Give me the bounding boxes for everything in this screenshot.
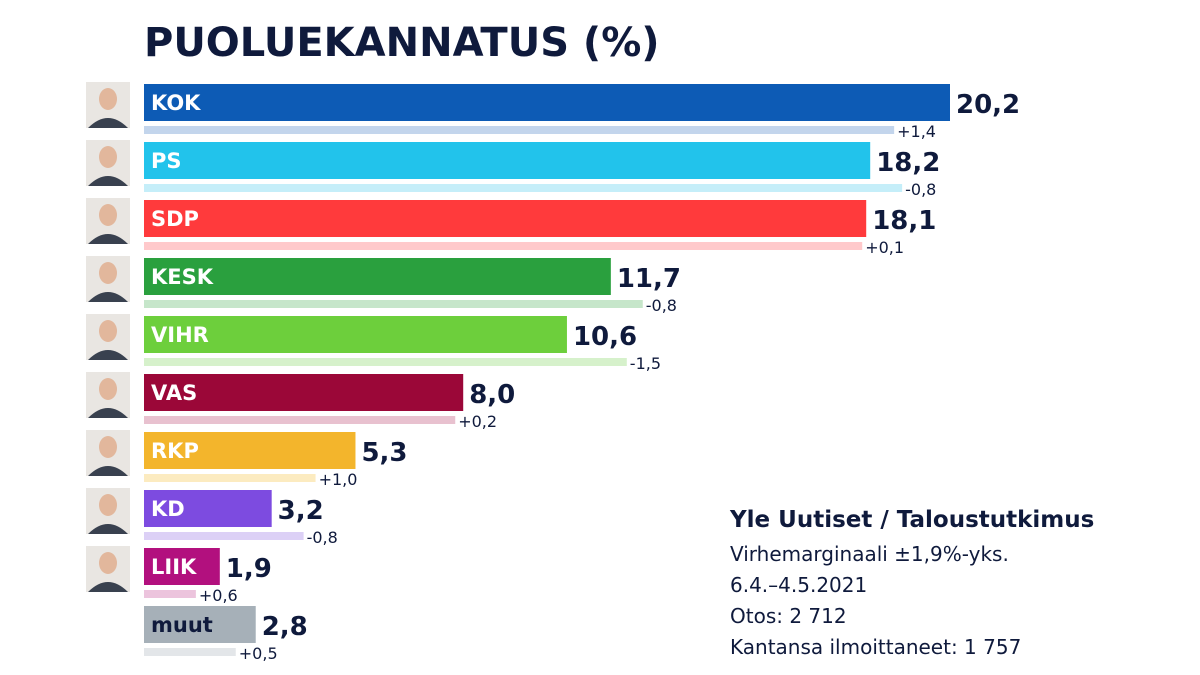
bar-label-vihr: VIHR — [151, 323, 209, 347]
bar-label-kd: KD — [151, 497, 185, 521]
source-box: Yle Uutiset / Taloustutkimus Virhemargin… — [730, 507, 1170, 663]
source-declared: Kantansa ilmoittaneet: 1 757 — [730, 635, 1022, 659]
change-label-sdp: +0,1 — [865, 238, 904, 257]
value-label-kd: 3,2 — [278, 496, 324, 526]
bar-vas — [144, 374, 464, 411]
portrait-kok — [86, 82, 130, 128]
change-label-kesk: -0,8 — [646, 296, 677, 315]
bar-label-muut: muut — [151, 613, 213, 637]
source-sample: Otos: 2 712 — [730, 604, 847, 628]
change-label-rkp: +1,0 — [319, 470, 358, 489]
prev-bar-kesk — [144, 300, 643, 308]
bar-label-ps: PS — [151, 149, 182, 173]
value-label-kesk: 11,7 — [617, 264, 681, 294]
prev-bar-vas — [144, 416, 456, 424]
bar-label-vas: VAS — [151, 381, 197, 405]
bar-label-liik: LIIK — [151, 555, 197, 579]
prev-bar-ps — [144, 184, 903, 192]
bar-liik — [144, 548, 220, 585]
bar-kesk — [144, 258, 611, 295]
value-label-vas: 8,0 — [469, 380, 515, 410]
portrait-sdp — [86, 198, 130, 244]
change-label-muut: +0,5 — [239, 644, 278, 663]
value-label-sdp: 18,1 — [872, 206, 936, 236]
prev-bar-kd — [144, 532, 304, 540]
change-label-liik: +0,6 — [199, 586, 238, 605]
bar-label-kesk: KESK — [151, 265, 214, 289]
bar-kok — [144, 84, 950, 121]
portrait-rkp — [86, 430, 130, 476]
prev-bar-muut — [144, 648, 236, 656]
source-dates: 6.4.–4.5.2021 — [730, 573, 868, 597]
change-label-kok: +1,4 — [897, 122, 936, 141]
bar-vihr — [144, 316, 567, 353]
value-label-ps: 18,2 — [876, 148, 940, 178]
value-label-vihr: 10,6 — [573, 322, 637, 352]
value-label-liik: 1,9 — [226, 554, 272, 584]
change-label-ps: -0,8 — [905, 180, 936, 199]
source-margin: Virhemarginaali ±1,9%-yks. — [730, 542, 1009, 566]
value-label-rkp: 5,3 — [361, 438, 407, 468]
prev-bar-kok — [144, 126, 895, 134]
portrait-vas — [86, 372, 130, 418]
portrait-liik — [86, 546, 130, 592]
chart-title: PUOLUEKANNATUS (%) — [144, 20, 660, 66]
bar-sdp — [144, 200, 867, 237]
bar-rkp — [144, 432, 356, 469]
portrait-kd — [86, 488, 130, 534]
change-label-kd: -0,8 — [307, 528, 338, 547]
bar-label-kok: KOK — [151, 91, 201, 115]
prev-bar-sdp — [144, 242, 863, 250]
portrait-ps — [86, 140, 130, 186]
bar-muut — [144, 606, 256, 643]
portrait-kesk — [86, 256, 130, 302]
value-label-muut: 2,8 — [262, 612, 308, 642]
prev-bar-liik — [144, 590, 196, 598]
portrait-vihr — [86, 314, 130, 360]
prev-bar-vihr — [144, 358, 627, 366]
bar-kd — [144, 490, 272, 527]
bar-label-sdp: SDP — [151, 207, 199, 231]
bar-label-rkp: RKP — [151, 439, 199, 463]
change-label-vihr: -1,5 — [630, 354, 661, 373]
change-label-vas: +0,2 — [458, 412, 497, 431]
source-title: Yle Uutiset / Taloustutkimus — [730, 507, 1095, 533]
prev-bar-rkp — [144, 474, 316, 482]
value-label-kok: 20,2 — [956, 90, 1020, 120]
bar-ps — [144, 142, 871, 179]
